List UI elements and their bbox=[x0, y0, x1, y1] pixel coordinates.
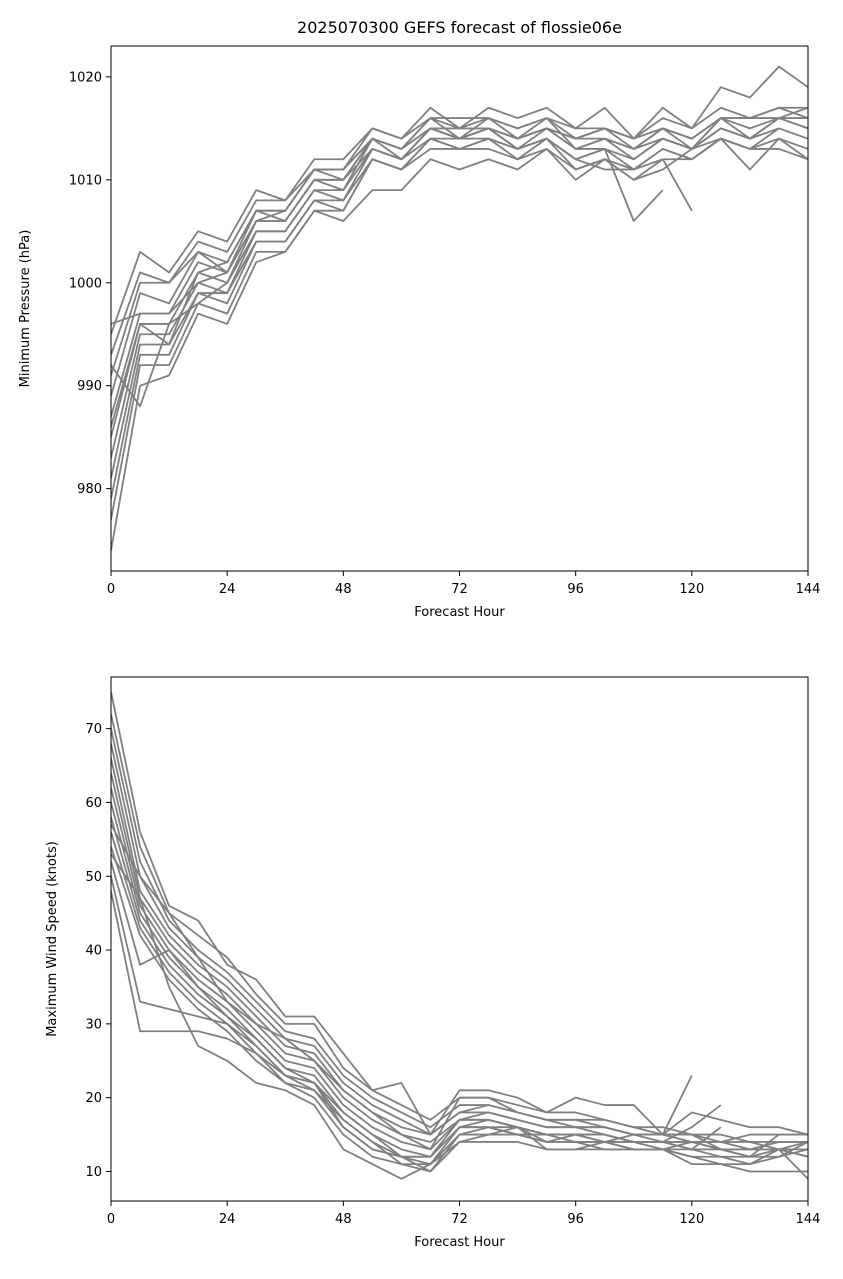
ensemble-member-line-14 bbox=[111, 106, 808, 428]
y-tick-label: 20 bbox=[85, 1091, 102, 1106]
ensemble-member-line-3 bbox=[111, 106, 808, 376]
x-tick-label: 96 bbox=[567, 1212, 584, 1227]
ensemble-member-line-11 bbox=[111, 117, 808, 551]
y-axis-label: Maximum Wind Speed (knots) bbox=[45, 841, 60, 1037]
x-tick-label: 144 bbox=[796, 582, 821, 597]
ensemble-member-line-7 bbox=[111, 127, 780, 458]
ensemble-member-line-9 bbox=[111, 137, 808, 500]
ensemble-member-line-8 bbox=[111, 802, 722, 1158]
y-axis-label: Minimum Pressure (hPa) bbox=[18, 230, 33, 388]
ensemble-member-line-3 bbox=[111, 728, 808, 1151]
x-tick-label: 48 bbox=[335, 1212, 352, 1227]
ensemble-member-line-15 bbox=[111, 853, 808, 1180]
y-tick-label: 60 bbox=[85, 796, 102, 811]
y-tick-label: 30 bbox=[85, 1017, 102, 1032]
ensemble-member-line-4 bbox=[111, 117, 808, 397]
y-tick-label: 1010 bbox=[69, 173, 102, 188]
x-tick-label: 144 bbox=[796, 1212, 821, 1227]
x-tick-label: 96 bbox=[567, 582, 584, 597]
ensemble-member-line-5 bbox=[111, 117, 808, 417]
ensemble-member-line-13 bbox=[111, 876, 722, 1165]
ensemble-member-line-13 bbox=[111, 127, 693, 325]
x-tick-label: 48 bbox=[335, 582, 352, 597]
ensemble-member-line-10 bbox=[111, 831, 808, 1165]
x-tick-label: 24 bbox=[219, 1212, 236, 1227]
y-tick-label: 50 bbox=[85, 870, 102, 885]
y-tick-label: 40 bbox=[85, 944, 102, 959]
y-tick-label: 1000 bbox=[69, 276, 102, 291]
y-tick-label: 990 bbox=[77, 379, 102, 394]
chart-title: 2025070300 GEFS forecast of flossie06e bbox=[297, 18, 622, 37]
plot-frame bbox=[110, 676, 809, 1202]
ensemble-member-line-14 bbox=[111, 890, 808, 1173]
ensemble-member-line-11 bbox=[111, 846, 808, 1173]
ensemble-member-line-10 bbox=[111, 137, 808, 520]
pressure-chart: 0 24 48 72 96 120 144 980 990 1000 1010 1020 Forecas… bbox=[18, 18, 820, 620]
y-tick-label: 1020 bbox=[69, 70, 102, 85]
ensemble-member-line-9 bbox=[111, 816, 808, 1180]
ensemble-member-line-8 bbox=[111, 137, 808, 479]
ensemble-member-line-1 bbox=[111, 691, 808, 1136]
x-tick-label: 72 bbox=[451, 582, 468, 597]
x-axis-label: Forecast Hour bbox=[414, 605, 505, 620]
x-tick-label: 24 bbox=[219, 582, 236, 597]
ensemble-member-line-4 bbox=[111, 743, 808, 1158]
y-tick-label: 70 bbox=[85, 722, 102, 737]
x-tick-label: 0 bbox=[107, 1212, 115, 1227]
x-tick-label: 72 bbox=[451, 1212, 468, 1227]
series-group bbox=[111, 65, 808, 551]
x-tick-label: 120 bbox=[679, 1212, 704, 1227]
ensemble-member-line-2 bbox=[111, 713, 808, 1143]
ensemble-member-line-6 bbox=[111, 127, 808, 438]
ensemble-member-line-2 bbox=[111, 106, 808, 356]
plot-frame bbox=[110, 45, 809, 572]
series-group bbox=[111, 691, 808, 1180]
wind-speed-chart: 0 24 48 72 96 120 144 10 20 30 40 50 60 70 Forecast Ho… bbox=[45, 676, 821, 1250]
y-tick-label: 980 bbox=[77, 482, 102, 497]
x-tick-label: 0 bbox=[107, 582, 115, 597]
x-tick-label: 120 bbox=[679, 582, 704, 597]
y-tick-label: 10 bbox=[85, 1165, 102, 1180]
ensemble-member-line-7 bbox=[111, 787, 780, 1158]
ensemble-member-line-1 bbox=[111, 65, 808, 335]
x-axis-label: Forecast Hour bbox=[414, 1235, 505, 1250]
ensemble-member-line-16 bbox=[111, 824, 808, 1151]
